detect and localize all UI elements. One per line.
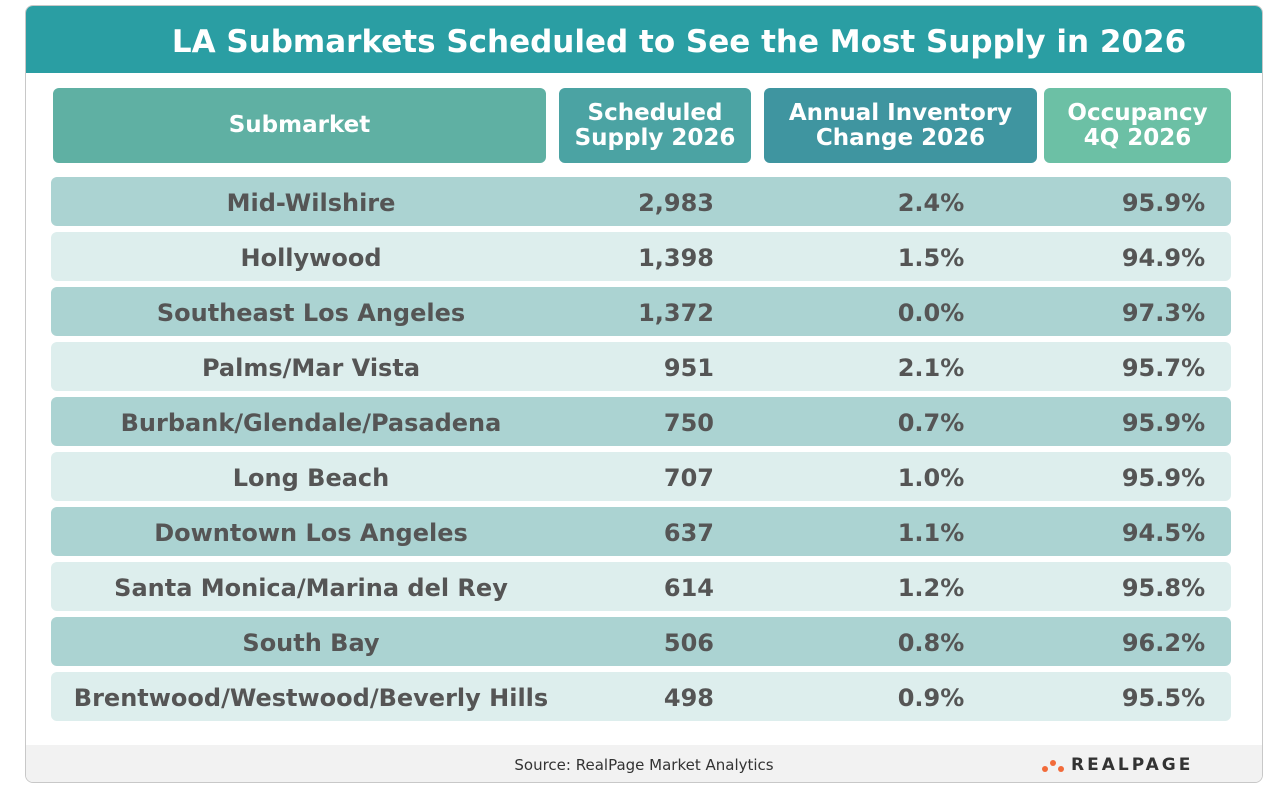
value-cell: 1,398 (638, 244, 714, 272)
value-cell: 1.0% (897, 464, 965, 492)
table-row: Brentwood/Westwood/Beverly Hills 498 0.9% 9… (51, 672, 1231, 721)
submarket-cell: Downtown Los Angeles (154, 519, 468, 547)
value-cell: 95.8% (1121, 574, 1206, 602)
column-header: Annual Inventory Change 2026 (764, 88, 1037, 163)
header-line: Supply 2026 (574, 124, 736, 151)
header-line: Scheduled (587, 99, 723, 126)
header-line: Occupancy (1067, 99, 1208, 126)
submarket-cell: South Bay (242, 629, 380, 657)
value-cell: 1.5% (897, 244, 965, 272)
value-cell: 2,983 (638, 189, 714, 217)
card: LA Submarkets Scheduled to See the Most … (25, 5, 1263, 783)
value-cell: 95.7% (1121, 354, 1206, 382)
table-row: Hollywood 1,398 1.5% 94.9% (51, 232, 1231, 281)
table-row: Mid-Wilshire 2,983 2.4% 95.9% (51, 177, 1231, 226)
submarket-cell: Brentwood/Westwood/Beverly Hills (73, 684, 549, 712)
value-cell: 0.8% (897, 629, 965, 657)
value-cell: 750 (663, 409, 714, 437)
value-cell: 95.9% (1121, 464, 1206, 492)
title-band (26, 6, 1262, 73)
title: LA Submarkets Scheduled to See the Most … (171, 24, 1187, 60)
value-cell: 2.1% (897, 354, 965, 382)
logo: REALPAGE (1071, 755, 1194, 775)
source: Source: RealPage Market Analytics (514, 756, 774, 774)
logo-icon (1042, 760, 1064, 772)
value-cell: 506 (663, 629, 714, 657)
value-cell: 94.5% (1121, 519, 1206, 547)
header-line: Annual Inventory (788, 99, 1013, 126)
value-cell: 498 (663, 684, 714, 712)
value-cell: 1,372 (638, 299, 714, 327)
column-header: Submarket (53, 88, 546, 163)
table-row: Downtown Los Angeles 637 1.1% 94.5% (51, 507, 1231, 556)
value-cell: 614 (663, 574, 714, 602)
submarket-cell: Long Beach (232, 464, 390, 492)
value-cell: 707 (663, 464, 714, 492)
value-cell: 0.0% (897, 299, 965, 327)
table-row: Long Beach 707 1.0% 95.9% (51, 452, 1231, 501)
header-line: 4Q 2026 (1083, 124, 1192, 151)
submarket-cell: Santa Monica/Marina del Rey (114, 574, 508, 602)
value-cell: 2.4% (897, 189, 965, 217)
table-row: South Bay 506 0.8% 96.2% (51, 617, 1231, 666)
value-cell: 97.3% (1121, 299, 1206, 327)
value-cell: 1.1% (897, 519, 965, 547)
submarket-cell: Mid-Wilshire (226, 189, 396, 217)
value-cell: 96.2% (1121, 629, 1206, 657)
table-row: Southeast Los Angeles 1,372 0.0% 97.3% (51, 287, 1231, 336)
value-cell: 95.5% (1121, 684, 1206, 712)
footer: Source: RealPage Market Analytics REALPA… (26, 745, 1262, 782)
header-line: Submarket (228, 112, 371, 138)
value-cell: 95.9% (1121, 189, 1206, 217)
value-cell: 0.7% (897, 409, 965, 437)
submarket-cell: Palms/Mar Vista (201, 354, 421, 382)
column-header: Scheduled Supply 2026 (559, 88, 751, 163)
submarket-cell: Hollywood (240, 244, 382, 272)
value-cell: 94.9% (1121, 244, 1206, 272)
table-row: Santa Monica/Marina del Rey 614 1.2% 95.8% (51, 562, 1231, 611)
table-row: Burbank/Glendale/Pasadena 750 0.7% 95.9% (51, 397, 1231, 446)
table-row: Palms/Mar Vista 951 2.1% 95.7% (51, 342, 1231, 391)
value-cell: 637 (663, 519, 714, 547)
value-cell: 1.2% (897, 574, 965, 602)
header-line: Change 2026 (815, 124, 986, 151)
submarket-cell: Southeast Los Angeles (156, 299, 466, 327)
value-cell: 951 (663, 354, 714, 382)
submarket-cell: Burbank/Glendale/Pasadena (120, 409, 502, 437)
value-cell: 95.9% (1121, 409, 1206, 437)
column-header: Occupancy 4Q 2026 (1044, 88, 1231, 163)
value-cell: 0.9% (897, 684, 965, 712)
